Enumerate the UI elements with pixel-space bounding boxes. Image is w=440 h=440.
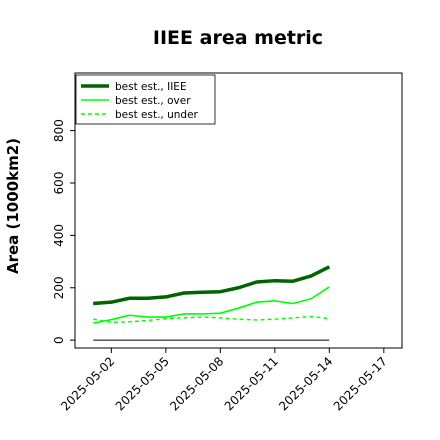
series-line-0 [93,265,331,306]
legend: best est., IIEE best est., over best est… [75,74,216,125]
legend-label-over: best est., over [115,95,191,107]
legend-box [75,74,216,125]
chart-title: IIEE area metric [153,27,323,49]
series-line-2 [93,315,330,324]
y-axis-label: Area (1000km2) [4,138,22,274]
y-tick-label: 400 [52,224,66,247]
legend-label-iiee: best est., IIEE [115,81,187,93]
y-tick-label: 200 [52,276,66,299]
y-tick-label: 0 [52,336,66,344]
series-line-1 [93,286,330,324]
legend-label-under: best est., under [115,109,199,121]
y-tick-label: 800 [52,119,66,142]
plot-frame [74,72,403,349]
y-tick-label: 600 [52,172,66,195]
y-axis: 0 200 400 600 800 [52,119,75,344]
series-layer [93,265,331,341]
